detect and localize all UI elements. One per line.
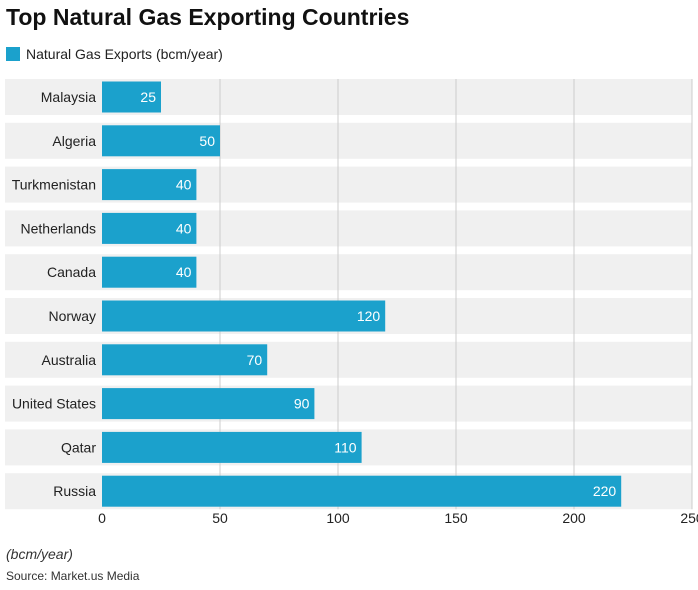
category-label: Norway (49, 308, 96, 324)
value-label: 70 (247, 352, 263, 368)
value-label: 90 (294, 396, 310, 412)
category-label: Canada (47, 264, 96, 280)
unit-note: (bcm/year) (6, 546, 73, 562)
bar-algeria (102, 125, 220, 157)
x-tick-label: 150 (444, 510, 468, 526)
bar-united-states (102, 388, 315, 420)
value-label: 25 (140, 89, 156, 105)
x-axis-tick-labels: 0 50 100 150 200 250 (98, 510, 698, 526)
x-tick-label: 200 (562, 510, 586, 526)
value-label: 120 (357, 308, 381, 324)
x-tick-label: 0 (98, 510, 106, 526)
category-labels: Malaysia Algeria Turkmenistan Netherlands Ca… (12, 89, 97, 499)
bar-canada (102, 256, 197, 288)
value-label: 40 (176, 264, 192, 280)
category-label: Malaysia (41, 89, 96, 105)
legend-swatch (6, 47, 20, 61)
bar-qatar (102, 431, 362, 463)
category-label: Turkmenistan (12, 177, 96, 193)
bars (102, 81, 622, 507)
category-label: Russia (53, 483, 96, 499)
category-label: United States (12, 396, 96, 412)
chart-title: Top Natural Gas Exporting Countries (6, 4, 410, 30)
bar-russia (102, 475, 622, 507)
x-tick-label: 100 (326, 510, 350, 526)
category-label: Netherlands (21, 220, 97, 236)
value-label: 220 (593, 483, 617, 499)
value-label: 110 (334, 439, 357, 455)
bar-norway (102, 300, 386, 332)
x-tick-label: 50 (212, 510, 228, 526)
category-label: Australia (42, 352, 97, 368)
value-label: 40 (176, 177, 192, 193)
value-labels: 25 50 40 40 40 120 70 90 110 220 (140, 89, 616, 499)
source-note: Source: Market.us Media (6, 569, 140, 583)
bar-australia (102, 344, 268, 376)
x-tick-label: 250 (680, 510, 698, 526)
value-label: 40 (176, 220, 192, 236)
bar-chart: Malaysia Algeria Turkmenistan Netherlands Ca… (5, 79, 698, 526)
value-label: 50 (199, 133, 215, 149)
bar-malaysia (102, 81, 161, 113)
bar-turkmenistan (102, 169, 197, 201)
category-label: Qatar (61, 439, 96, 455)
category-label: Algeria (52, 133, 96, 149)
legend-label: Natural Gas Exports (bcm/year) (26, 46, 223, 62)
bar-netherlands (102, 212, 197, 244)
legend: Natural Gas Exports (bcm/year) (6, 46, 223, 62)
